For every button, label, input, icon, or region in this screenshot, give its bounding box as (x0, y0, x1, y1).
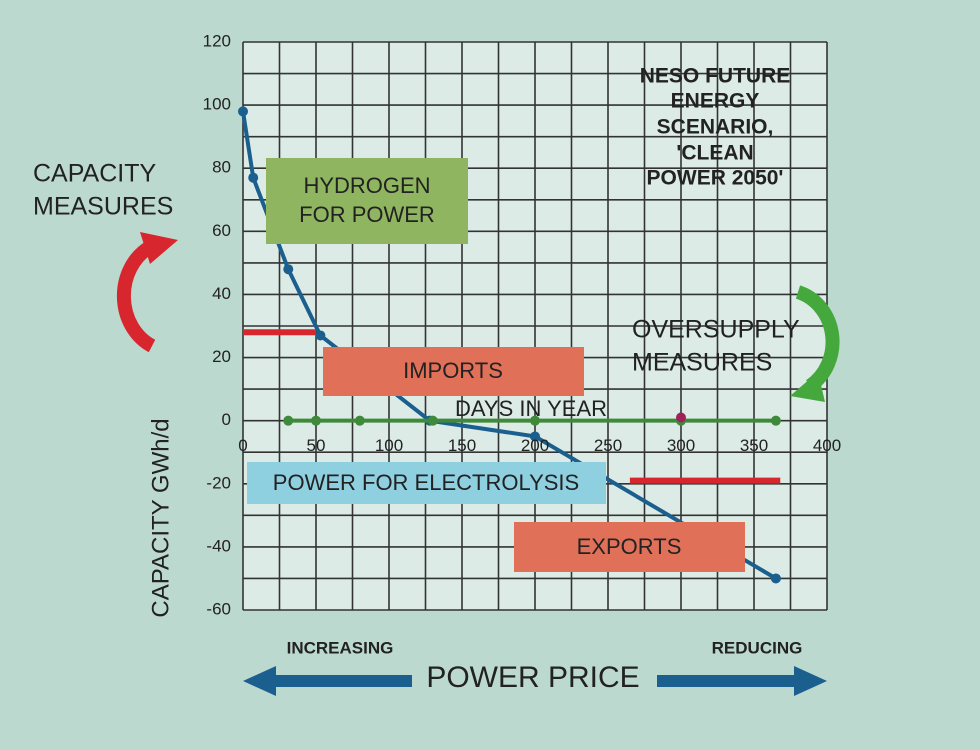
data-point (354, 415, 365, 426)
hydrogen-box (266, 158, 468, 244)
data-point (248, 172, 259, 183)
annotation: IMPORTS (403, 358, 503, 383)
data-point (530, 431, 540, 442)
electrolysis-box (247, 462, 606, 504)
annotation: EXPORTS (577, 534, 682, 559)
data-point (770, 573, 781, 584)
chart-title: 'CLEAN (676, 142, 753, 165)
imports-box (323, 347, 584, 396)
oversupply-arrowhead (790, 372, 825, 402)
data-point (530, 415, 540, 426)
x-tick-label: 250 (594, 436, 622, 455)
price-arrow-left (243, 666, 412, 696)
data-point (283, 415, 294, 426)
data-point (238, 106, 248, 117)
data-point (676, 412, 686, 423)
y-tick-label: 0 (222, 410, 231, 429)
annotation: MEASURES (33, 193, 173, 221)
data-point (311, 415, 321, 426)
y-tick-label: -20 (206, 473, 231, 492)
y-tick-label: 40 (212, 284, 231, 303)
x-tick-label: 200 (521, 436, 549, 455)
y-tick-label: -40 (206, 536, 231, 555)
price-arrow-right (657, 666, 827, 696)
exports-box (514, 522, 745, 572)
y-tick-label: 60 (212, 221, 231, 240)
x-tick-label: 50 (307, 436, 326, 455)
data-point (427, 415, 438, 426)
annotation: INCREASING (287, 638, 394, 657)
y-tick-label: 80 (212, 158, 231, 177)
annotation: CAPACITY (33, 160, 156, 188)
capacity-arrowhead (140, 232, 178, 264)
data-point (770, 415, 781, 426)
y-tick-label: -60 (206, 599, 231, 618)
data-point (315, 330, 326, 341)
annotation: REDUCING (712, 638, 803, 657)
x-tick-label: 400 (813, 436, 841, 455)
x-axis-label: DAYS IN YEAR (455, 396, 607, 421)
annotation: POWER PRICE (426, 661, 639, 694)
annotation: POWER FOR ELECTROLYSIS (273, 470, 579, 495)
x-tick-label: 350 (740, 436, 768, 455)
oversupply-arrow (795, 285, 840, 392)
annotation: HYDROGEN (303, 173, 430, 198)
x-tick-label: 100 (375, 436, 403, 455)
annotation: MEASURES (632, 349, 772, 377)
annotation: OVERSUPPLY (632, 316, 800, 344)
capacity-arrow (116, 240, 156, 353)
y-tick-label: 20 (212, 347, 231, 366)
x-tick-label: 300 (667, 436, 695, 455)
chart-title: NESO FUTURE (640, 65, 791, 88)
chart-title: SCENARIO, (657, 116, 774, 139)
y-tick-label: 120 (203, 31, 231, 50)
x-tick-label: 0 (238, 436, 247, 455)
data-point (283, 264, 294, 275)
chart-title: POWER 2050' (647, 167, 784, 190)
y-tick-label: 100 (203, 95, 231, 114)
y-axis-label: CAPACITY GWh/d (147, 418, 174, 617)
x-tick-label: 150 (448, 436, 476, 455)
chart-title: ENERGY (671, 90, 760, 113)
annotation: FOR POWER (299, 202, 435, 227)
